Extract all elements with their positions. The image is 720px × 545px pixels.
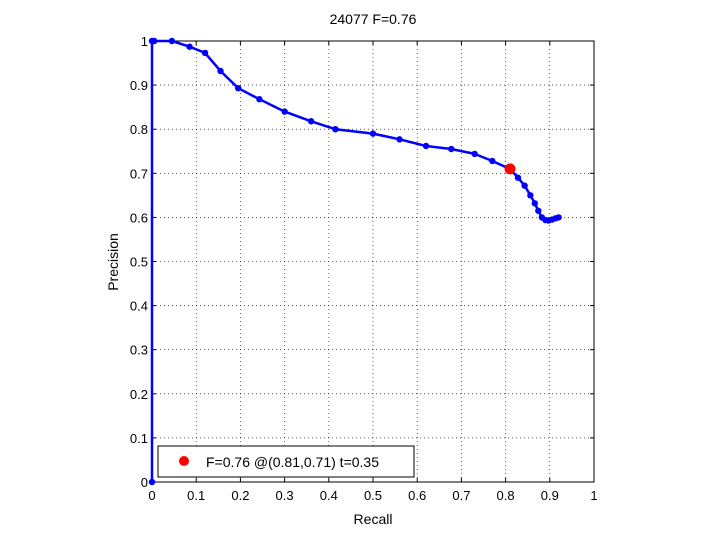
data-point bbox=[332, 126, 339, 133]
data-point bbox=[201, 49, 209, 57]
data-point bbox=[535, 207, 542, 214]
y-tick-label: 0.9 bbox=[130, 78, 148, 93]
data-point bbox=[448, 145, 455, 153]
data-point bbox=[527, 192, 534, 199]
data-point bbox=[514, 174, 522, 181]
x-tick-label: 0.7 bbox=[452, 488, 470, 503]
x-axis-label: Recall bbox=[354, 511, 393, 527]
data-point bbox=[217, 67, 224, 75]
data-point bbox=[256, 96, 263, 103]
legend-label: F=0.76 @(0.81,0.71) t=0.35 bbox=[206, 454, 379, 470]
x-tick-label: 1 bbox=[590, 488, 597, 503]
y-tick-label: 0.2 bbox=[130, 387, 148, 402]
data-point bbox=[555, 214, 562, 221]
y-tick-label: 0 bbox=[141, 475, 148, 490]
y-tick-label: 0.1 bbox=[130, 431, 148, 446]
y-tick-label: 0.4 bbox=[130, 299, 148, 314]
x-tick-label: 0.9 bbox=[541, 488, 559, 503]
y-axis-label: Precision bbox=[105, 233, 121, 291]
data-point bbox=[396, 136, 403, 143]
data-point bbox=[151, 37, 158, 45]
axis-ticks: 0 0.1 0.2 0.3 0.4 0.5 0.6 0.7 0.8 0.9 1 0 0.1 0.2 0.3 0… bbox=[130, 34, 598, 503]
legend-box bbox=[157, 445, 415, 478]
x-tick-label: 0.4 bbox=[320, 488, 338, 503]
x-tick-label: 0.1 bbox=[187, 488, 205, 503]
data-point bbox=[521, 182, 528, 189]
y-tick-label: 0.3 bbox=[130, 343, 148, 358]
x-tick-label: 0.2 bbox=[231, 488, 249, 503]
legend-marker bbox=[179, 456, 189, 466]
data-point bbox=[489, 157, 496, 165]
x-tick-label: 0 bbox=[148, 488, 155, 503]
x-tick-label: 0.3 bbox=[276, 488, 294, 503]
chart-title: 24077 F=0.76 bbox=[330, 11, 417, 27]
data-point bbox=[148, 478, 156, 486]
data-point bbox=[369, 130, 377, 137]
y-tick-label: 0.8 bbox=[130, 122, 148, 137]
data-point bbox=[422, 142, 430, 150]
y-tick-label: 0.5 bbox=[130, 255, 148, 270]
data-point bbox=[531, 200, 538, 207]
best-f-point bbox=[504, 163, 516, 175]
data-point bbox=[281, 108, 288, 115]
y-tick-label: 1 bbox=[141, 34, 148, 49]
y-tick-label: 0.6 bbox=[130, 210, 148, 225]
data-point bbox=[186, 43, 193, 50]
x-tick-label: 0.5 bbox=[364, 488, 382, 503]
series-layer bbox=[148, 37, 562, 486]
data-point bbox=[471, 150, 478, 158]
legend: F=0.76 @(0.81,0.71) t=0.35 bbox=[157, 445, 415, 478]
data-point bbox=[307, 118, 315, 125]
x-tick-label: 0.8 bbox=[497, 488, 515, 503]
data-point bbox=[168, 37, 176, 45]
x-tick-label: 0.6 bbox=[408, 488, 426, 503]
data-point bbox=[234, 84, 242, 92]
grid-lines bbox=[152, 41, 594, 482]
y-tick-label: 0.7 bbox=[130, 166, 148, 181]
